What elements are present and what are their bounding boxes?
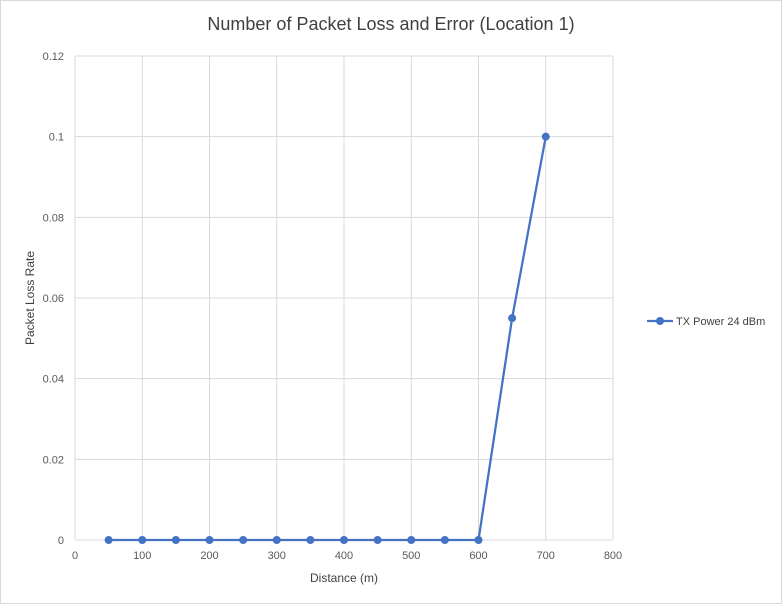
y-axis-ticks: 0 0.02 0.04 0.06 0.08 0.1 0.12 xyxy=(43,51,64,547)
data-point xyxy=(138,536,147,544)
y-tick-label: 0.02 xyxy=(43,454,64,466)
data-point xyxy=(508,314,517,323)
y-tick-label: 0.06 xyxy=(43,293,64,305)
x-tick-label: 300 xyxy=(268,550,286,562)
x-tick-label: 700 xyxy=(537,550,555,562)
x-tick-label: 200 xyxy=(200,550,218,562)
legend: TX Power 24 dBm xyxy=(647,316,765,328)
y-tick-label: 0.12 xyxy=(43,51,64,63)
x-axis-ticks: 0 100 200 300 400 500 600 700 800 xyxy=(72,550,622,562)
x-tick-label: 100 xyxy=(133,550,151,562)
data-point xyxy=(340,536,348,544)
data-point xyxy=(104,536,113,544)
x-axis-label: Distance (m) xyxy=(310,571,378,585)
series-layer xyxy=(104,132,550,544)
x-tick-label: 0 xyxy=(72,550,78,562)
chart-title: Number of Packet Loss and Error (Locatio… xyxy=(207,14,575,34)
x-tick-label: 800 xyxy=(604,550,622,562)
data-point xyxy=(205,536,214,544)
y-axis-label: Packet Loss Rate xyxy=(23,251,37,345)
data-point xyxy=(407,536,416,544)
data-point xyxy=(239,536,248,544)
data-point xyxy=(440,536,449,544)
series-line xyxy=(108,136,547,542)
data-point xyxy=(373,536,382,544)
x-tick-label: 600 xyxy=(469,550,487,562)
data-point xyxy=(306,536,315,544)
x-tick-label: 400 xyxy=(335,550,353,562)
grid-lines xyxy=(74,55,614,541)
y-tick-label: 0.04 xyxy=(43,374,64,386)
y-tick-label: 0.1 xyxy=(49,132,64,144)
data-point xyxy=(541,132,550,141)
x-tick-label: 500 xyxy=(402,550,420,562)
data-point xyxy=(272,536,281,544)
data-point xyxy=(171,536,180,544)
legend-entry-label: TX Power 24 dBm xyxy=(676,316,765,328)
y-tick-label: 0 xyxy=(58,535,64,547)
y-tick-label: 0.08 xyxy=(43,212,64,224)
data-point xyxy=(474,536,483,544)
legend-dot-marker xyxy=(656,317,664,325)
